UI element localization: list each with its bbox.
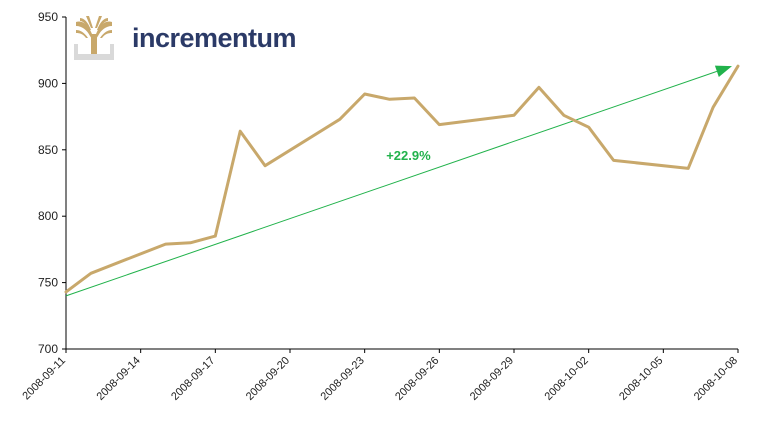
x-tick-label: 2008-10-08 — [692, 355, 740, 403]
trend-layer — [65, 65, 732, 297]
x-tick-label: 2008-09-29 — [468, 355, 516, 403]
x-tick-label: 2008-09-20 — [244, 355, 292, 403]
tree-logo-icon — [74, 16, 114, 60]
x-tick-label: 2008-09-26 — [393, 355, 441, 403]
brand-name: incrementum — [132, 22, 297, 53]
y-tick-label: 950 — [38, 10, 58, 24]
x-tick-label: 2008-10-05 — [617, 355, 665, 403]
trend-arrowhead — [714, 65, 732, 78]
y-tick-label: 700 — [38, 342, 58, 356]
y-tick-label: 750 — [38, 276, 58, 290]
y-tick-label: 800 — [38, 209, 58, 223]
x-tick-label: 2008-09-14 — [95, 355, 143, 403]
brand-logo: incrementum — [74, 16, 297, 60]
trend-line — [65, 70, 718, 297]
x-tick-label: 2008-10-02 — [543, 355, 591, 403]
series-layer — [64, 64, 740, 294]
x-tick-label: 2008-09-23 — [319, 355, 367, 403]
y-tick-label: 900 — [38, 76, 58, 90]
x-tick-label: 2008-09-11 — [20, 355, 68, 403]
y-tick-label: 850 — [38, 143, 58, 157]
x-tick-label: 2008-09-17 — [169, 355, 217, 403]
trend-annotation: +22.9% — [386, 148, 431, 163]
axes: 700 750 800 850 900 950 2008-09-11 2008-09-14 20… — [20, 10, 740, 403]
price-series-line — [64, 64, 740, 294]
